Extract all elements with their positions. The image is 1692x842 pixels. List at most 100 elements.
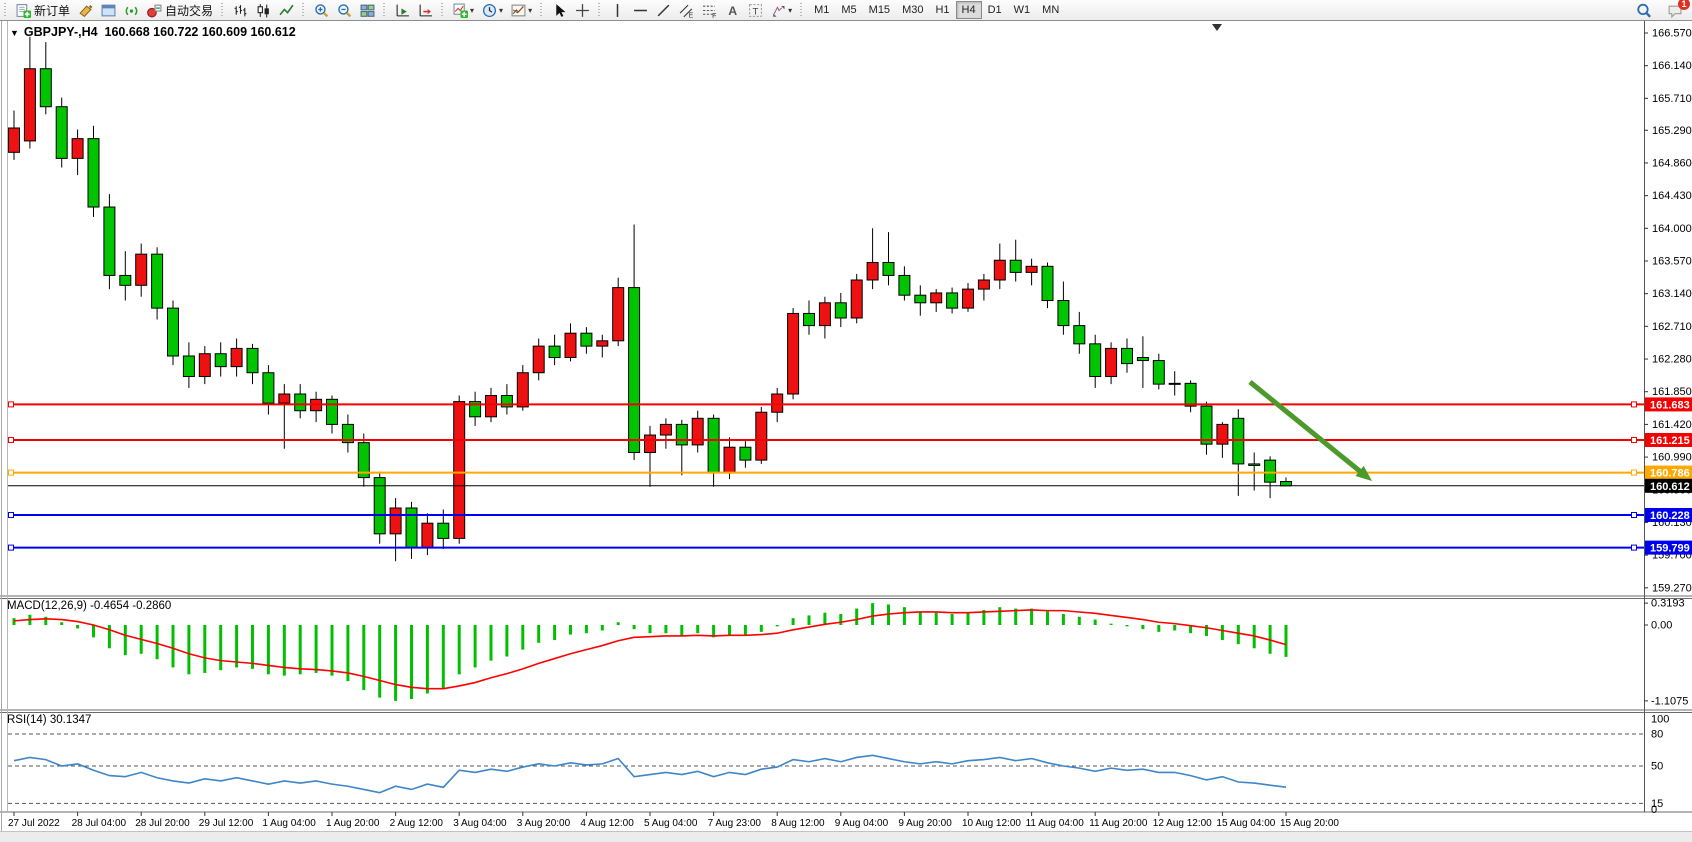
status-bar (0, 831, 1692, 842)
toolbar-grip[interactable] (383, 3, 389, 17)
timeframe-M5-button[interactable]: M5 (835, 1, 862, 19)
search-icon (1637, 3, 1651, 18)
chart-collapse-icon[interactable]: ▼ (10, 28, 19, 38)
timeframe-label: M1 (814, 4, 830, 16)
vertical-line-tool-button[interactable] (606, 1, 629, 19)
line-handle[interactable] (8, 401, 14, 408)
candle-body (1041, 265, 1054, 302)
timeframe-D1-button[interactable]: D1 (982, 1, 1008, 19)
line-handle[interactable] (1631, 436, 1637, 443)
timeframe-W1-button[interactable]: W1 (1008, 1, 1037, 19)
cursor-tool-button[interactable] (548, 1, 571, 19)
dropdown-arrow-icon[interactable]: ▾ (470, 5, 475, 15)
rsi-tick-label: 80 (1651, 728, 1663, 740)
line-chart-button[interactable] (275, 1, 298, 19)
indicators-button[interactable]: ▾ (449, 1, 478, 19)
trend-arrow-head[interactable] (1355, 465, 1372, 481)
chat-button[interactable]: 1 (1663, 0, 1690, 19)
candle-body (1057, 300, 1070, 327)
timeframe-H4-button[interactable]: H4 (955, 1, 982, 19)
fibonacci-tool-button[interactable]: F (698, 1, 721, 19)
candle-body (246, 347, 259, 374)
candles-layer (8, 36, 1292, 562)
timeframe-M15-button[interactable]: M15 (863, 1, 896, 19)
toolbar-grip[interactable] (441, 3, 447, 17)
dropdown-arrow-icon[interactable]: ▾ (528, 5, 533, 15)
toolbar-grip[interactable] (598, 3, 604, 17)
price-tick-label: 166.140 (1652, 60, 1692, 72)
toolbar-grip[interactable] (800, 3, 806, 17)
candle-body (1200, 405, 1213, 445)
search-button[interactable] (1632, 1, 1655, 19)
candle-body (1248, 463, 1261, 466)
toolbar-grip[interactable] (302, 3, 308, 17)
new-order-button[interactable]: 新订单 (12, 1, 74, 19)
line-handle[interactable] (1631, 469, 1637, 476)
text-label-tool-button[interactable]: T (744, 1, 767, 19)
timeframe-M30-button[interactable]: M30 (896, 1, 929, 19)
styler-button[interactable] (74, 1, 97, 19)
line-handle[interactable] (8, 511, 14, 518)
trend-arrow-annotation[interactable] (1248, 380, 1364, 475)
toolbar-grip[interactable] (221, 3, 227, 17)
templates-button[interactable]: ▾ (507, 1, 536, 19)
price-tick-label: 164.000 (1652, 223, 1692, 235)
candle-body (675, 423, 688, 446)
timeframe-MN-button[interactable]: MN (1036, 1, 1065, 19)
chart-title[interactable]: ▼ GBPJPY-,H4 160.668 160.722 160.609 160.… (10, 25, 296, 39)
macd-tick-label: 0.00 (1651, 620, 1672, 632)
toolbar-grip[interactable] (540, 3, 546, 17)
signals-button[interactable] (120, 1, 143, 19)
date-tick-label: 2 Aug 12:00 (390, 818, 444, 829)
price-tick-label: 161.850 (1652, 386, 1692, 398)
auto-scroll-button[interactable] (391, 1, 414, 19)
bar-chart-button[interactable] (229, 1, 252, 19)
candlestick-chart-button[interactable] (252, 1, 275, 19)
candle-body (405, 507, 418, 549)
autotrade-icon (147, 4, 162, 17)
chart-area[interactable]: 166.570 166.140 165.710 165.290 164.860 164.4… (0, 21, 1692, 831)
arrows-tool-button[interactable]: ▾ (767, 1, 796, 19)
periods-button[interactable]: ▾ (478, 1, 507, 19)
candle-body (977, 279, 990, 290)
line-handle[interactable] (1631, 511, 1637, 518)
candle-body (1073, 325, 1086, 345)
timeframe-M1-button[interactable]: M1 (808, 1, 835, 19)
price-tick-label: 159.270 (1652, 582, 1692, 594)
trendline-tool-button[interactable] (652, 1, 675, 19)
chart-shift-button[interactable] (414, 1, 437, 19)
candle-body (230, 347, 243, 368)
date-tick-label: 15 Aug 20:00 (1280, 818, 1339, 829)
price-tick-label: 165.710 (1652, 93, 1692, 105)
line-handle[interactable] (8, 436, 14, 443)
line-handle[interactable] (8, 544, 14, 551)
candle-body (1232, 417, 1245, 465)
price-tick-label: 161.420 (1652, 419, 1692, 431)
zoom-in-button[interactable] (310, 1, 333, 19)
price-tick-label: 162.280 (1652, 354, 1692, 366)
text-tool-button[interactable]: A (721, 1, 744, 19)
zoom-out-button[interactable] (333, 1, 356, 19)
dropdown-arrow-icon[interactable]: ▾ (788, 5, 793, 15)
trendline-icon (657, 4, 670, 16)
price-chart[interactable]: 166.570 166.140 165.710 165.290 164.860 164.4… (0, 21, 1692, 831)
line-handle[interactable] (1631, 401, 1637, 408)
market-watch-button[interactable] (97, 1, 120, 19)
crosshair-tool-button[interactable] (571, 1, 594, 19)
candle-body (39, 68, 52, 108)
tile-windows-button[interactable] (356, 1, 379, 19)
line-handle[interactable] (8, 469, 14, 476)
timeframe-H1-button[interactable]: H1 (929, 1, 955, 19)
dropdown-arrow-icon[interactable]: ▾ (499, 5, 504, 15)
auto-trading-button[interactable]: 自动交易 (143, 1, 217, 19)
candle-body (8, 127, 20, 153)
equidistant-channel-tool-button[interactable]: E (675, 1, 698, 19)
line-handle[interactable] (1631, 544, 1637, 551)
svg-text:T: T (753, 6, 759, 17)
horizontal-line-tool-button[interactable] (629, 1, 652, 19)
date-tick-label: 11 Aug 04:00 (1026, 818, 1085, 829)
chart-shift-marker-icon[interactable] (1212, 24, 1222, 31)
candle-body (1184, 382, 1197, 407)
toolbar-grip[interactable] (4, 3, 9, 17)
candle-body (516, 372, 529, 408)
